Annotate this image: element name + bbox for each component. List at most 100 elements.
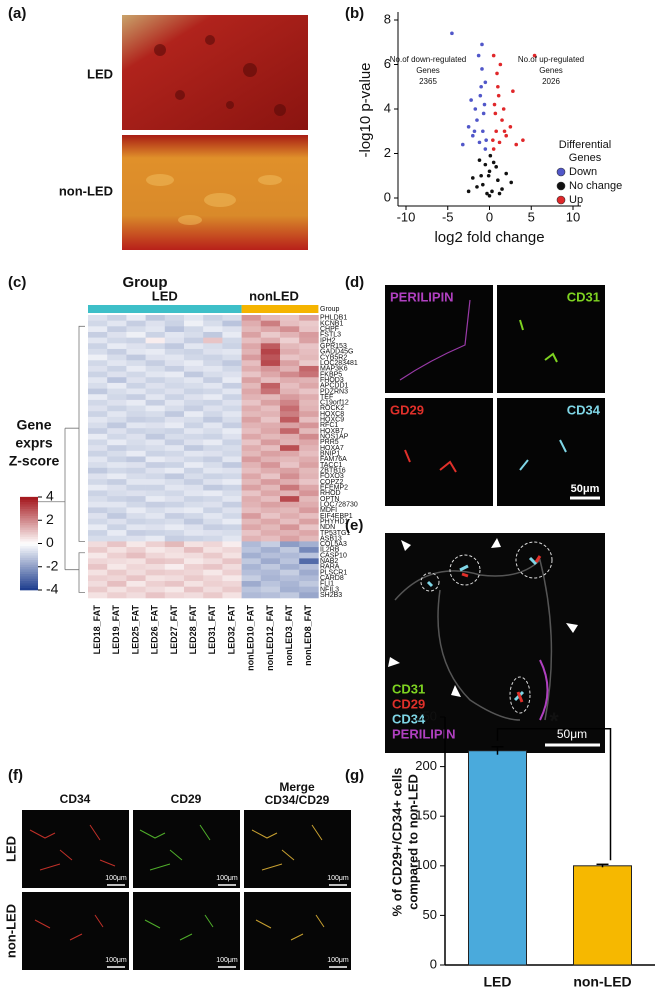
point <box>479 84 483 89</box>
row-label: LOC728730 <box>320 501 358 508</box>
heatmap-cell <box>260 501 281 508</box>
heatmap-cell <box>299 501 319 508</box>
heatmap-cell <box>241 592 262 599</box>
point <box>498 62 503 67</box>
heatmap-cell <box>280 326 300 333</box>
colorbar-segment <box>20 496 38 500</box>
point <box>478 93 483 98</box>
heatmap-cell <box>222 530 242 537</box>
annotation-count: 2365 <box>419 77 437 86</box>
row-label: PLSCR1 <box>320 569 347 576</box>
heatmap-cell <box>164 411 185 418</box>
heatmap-cell <box>184 433 204 440</box>
colorbar-segment <box>20 517 38 521</box>
heatmap-cell <box>241 399 262 406</box>
heatmap-cell <box>184 439 204 446</box>
heatmap-cell <box>280 547 300 554</box>
row-label: FAM76A <box>320 456 347 463</box>
column-label: CD34 <box>60 792 91 806</box>
heatmap-cell <box>299 405 319 412</box>
heatmap-cell <box>88 513 108 520</box>
heatmap-cell <box>88 581 108 587</box>
heatmap-cell <box>184 575 204 582</box>
heatmap-cell <box>280 586 300 593</box>
point <box>483 147 488 151</box>
heatmap-cell <box>88 331 108 338</box>
heatmap-cell <box>184 422 204 429</box>
heatmap-cell <box>184 530 204 537</box>
heatmap-cell <box>222 343 242 350</box>
heatmap-cell <box>184 343 204 350</box>
heatmap-cell <box>222 428 242 435</box>
heatmap-cell <box>260 535 281 542</box>
heatmap-cell <box>107 388 127 395</box>
point <box>480 67 484 71</box>
heatmap-cell <box>280 575 300 582</box>
point <box>504 133 509 138</box>
heatmap-cell <box>241 456 262 463</box>
heatmap-cell <box>203 569 223 576</box>
heatmap-cell <box>107 569 127 576</box>
heatmap-cell <box>184 360 204 367</box>
heatmap-cell <box>299 513 319 520</box>
heatmap-cell <box>241 388 262 395</box>
heatmap-cell <box>280 479 300 486</box>
heatmap-cell <box>145 331 166 338</box>
heatmap-cell <box>241 530 262 537</box>
heatmap-cell <box>126 513 146 520</box>
row-label: GADD45G <box>320 349 353 356</box>
column-label: LED19_FAT <box>111 605 121 655</box>
y-tick-label: 250 <box>415 708 437 723</box>
heatmap-cell <box>164 377 185 384</box>
row-label: SH2B3 <box>320 592 342 599</box>
heatmap-cell <box>299 382 319 389</box>
heatmap-cell <box>280 416 300 423</box>
point <box>471 133 475 138</box>
heatmap-cell <box>88 365 108 372</box>
heatmap-cell <box>241 450 262 457</box>
heatmap-cell <box>280 320 300 327</box>
point <box>466 125 471 129</box>
heatmap-cell <box>164 552 185 559</box>
heatmap-cell <box>126 354 146 361</box>
point <box>491 160 496 165</box>
heatmap-cell <box>241 575 262 582</box>
point <box>475 185 479 189</box>
heatmap-cell <box>145 382 166 389</box>
heatmap-cell <box>126 388 146 395</box>
heatmap-cell <box>164 450 185 457</box>
heatmap-cell <box>222 399 242 406</box>
heatmap-cell <box>260 377 281 384</box>
heatmap-cell <box>145 490 166 497</box>
significance-bracket <box>496 728 612 861</box>
heatmap-cell <box>222 518 242 525</box>
heatmap-cell <box>203 581 223 587</box>
heatmap-cell <box>260 315 281 321</box>
heatmap-cell <box>241 439 262 446</box>
heatmap-cell <box>88 428 108 435</box>
legend-label: No change <box>569 180 622 192</box>
heatmap-cell <box>145 552 166 559</box>
row-label: MAP3K6 <box>320 366 348 373</box>
heatmap-cell <box>299 518 319 525</box>
heatmap-cell <box>260 337 281 344</box>
heatmap-cell <box>184 320 204 327</box>
row-label: CARD8 <box>320 575 344 582</box>
heatmap-cell <box>203 586 223 593</box>
heatmap-cell <box>126 394 146 401</box>
colorbar-segment <box>20 568 38 572</box>
panel-label: (b) <box>345 5 364 22</box>
heatmap-cell <box>184 411 204 418</box>
colorbar-segment <box>20 564 38 568</box>
row-label: GPR153 <box>320 343 347 350</box>
heatmap-cell <box>107 326 127 333</box>
y-axis-label: -log10 p-value <box>357 62 374 157</box>
heatmap-cell <box>164 433 185 440</box>
heatmap-cell <box>241 320 262 327</box>
heatmap-cell <box>126 377 146 384</box>
heatmap-cell <box>241 524 262 531</box>
point <box>501 107 506 111</box>
group-bar <box>241 305 319 313</box>
heatmap-cell <box>203 479 223 486</box>
row-label: LED <box>3 836 18 862</box>
